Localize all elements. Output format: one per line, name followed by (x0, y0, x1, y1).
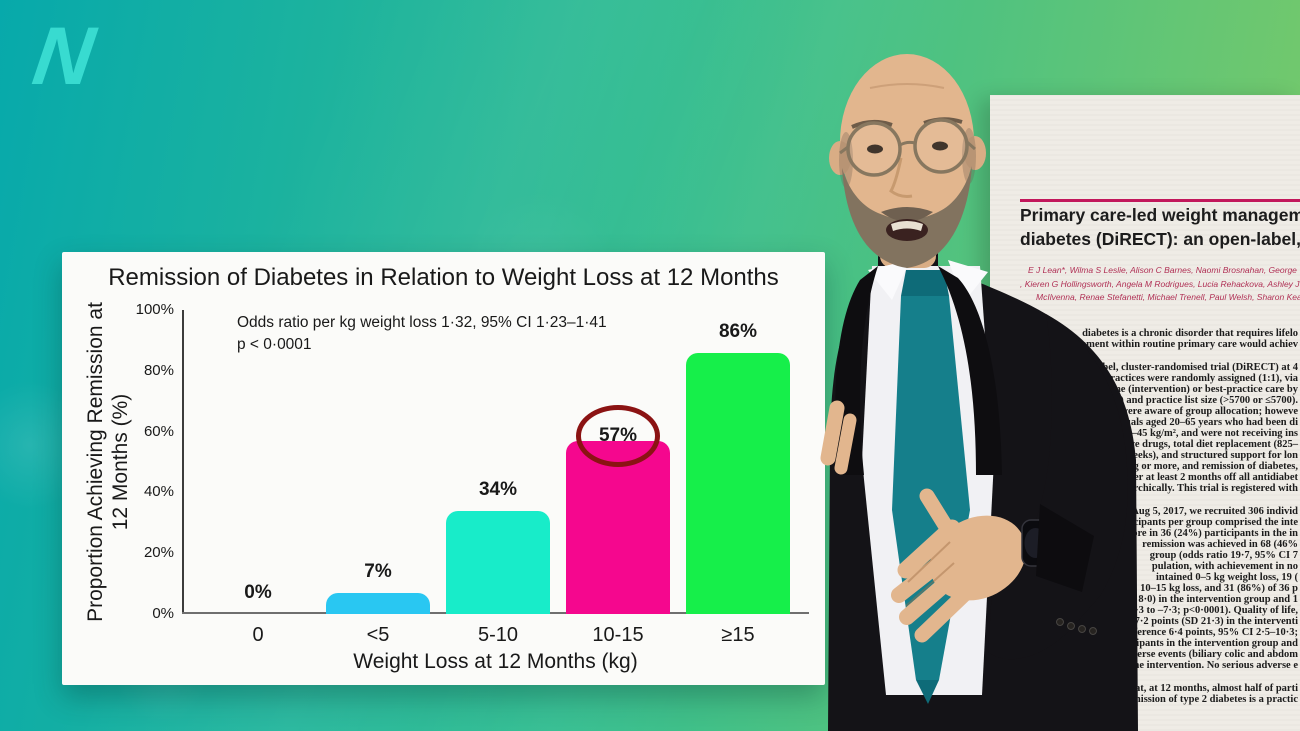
bar-value-label: 0% (244, 582, 272, 603)
highlight-ring: 57% (576, 405, 660, 467)
paper-body-line: 8·0) in the intervention group and 1 (1138, 594, 1298, 605)
paper-body-line: diabetes is a chronic disorder that requ… (1082, 328, 1298, 339)
right-hand-finger (834, 413, 857, 475)
collar-left (868, 260, 910, 300)
paper-body-line: ticipants per group comprised the inte (1127, 517, 1298, 528)
paper-body-line: en-label, cluster-randomised trial (DiRE… (1080, 362, 1298, 373)
paper-body-line: idiabetic drugs. Remission of type 2 dia… (1047, 694, 1298, 705)
left-hand-thumb (919, 488, 953, 533)
collar-right (948, 260, 988, 302)
paper-body-line: nd Aug 5, 2017, we recruited 306 individ (1117, 506, 1298, 517)
paper-body-line: ur findings show that, at 12 months, alm… (1048, 683, 1298, 694)
y-axis-line (182, 310, 184, 614)
teeth (891, 221, 923, 231)
ear-right (964, 136, 986, 170)
paper-body-line: (2–8 weeks), and structured support for … (1103, 450, 1298, 461)
paper-author-line: , Kieren G Hollingsworth, Angela M Rodri… (1020, 278, 1300, 289)
y-axis-title-line: 12 Months (%) (109, 393, 132, 531)
paper-body-line: intained 0–5 kg weight loss, 19 ( (1155, 572, 1298, 583)
eye-right (932, 141, 948, 151)
chart-annotation: Odds ratio per kg weight loss 1·32, 95% … (237, 312, 607, 356)
bar-value-label: 34% (478, 479, 518, 500)
paper-body-line: nd. Practices were randomly assigned (1:… (1087, 373, 1298, 384)
left-hand-finger (899, 564, 967, 625)
tie-tip (916, 680, 939, 704)
paper-author-line: McIlvenna, Renae Stefanetti, Michael Tre… (1036, 292, 1300, 302)
x-tick-label: 10-15 (592, 624, 644, 646)
bar-value-label: 86% (718, 321, 758, 342)
finger-crease (905, 562, 955, 607)
paper-body-line: of 15 kg or more, and remission of diabe… (1103, 461, 1298, 472)
paper-body-line: d hierarchically. This trial is register… (1101, 483, 1298, 494)
paper-body-line: ramme (intervention) or best-practice ca… (1093, 384, 1298, 395)
left-hand-finger (891, 543, 963, 603)
paper-body-line: ex of 27–45 kg/m², and were not receivin… (1097, 428, 1298, 439)
paper-body-line: 10–15 kg loss, and 31 (86%) of 36 p (1140, 583, 1298, 594)
paper-body-line: agement within routine primary care woul… (1070, 339, 1298, 350)
paper-body-line: l group (adjusted difference 6·4 points,… (1042, 627, 1298, 638)
hair-stubble-right (962, 128, 976, 184)
bar-<5 (326, 593, 430, 614)
annotation-line: Odds ratio per kg weight loss 1·32, 95% … (237, 314, 607, 331)
y-axis-title: Proportion Achieving Remission at 12 Mont… (83, 277, 133, 647)
x-tick-label: 0 (252, 624, 264, 646)
paper-body-line: pulation, with achievement in no (1151, 561, 1298, 572)
chart-title: Remission of Diabetes in Relation to Wei… (108, 264, 779, 291)
tie (892, 296, 970, 680)
annotation-line: p < 0·0001 (237, 336, 312, 353)
paper-body-line: even (4%) of 157 participants in the int… (1031, 638, 1298, 649)
bar-10-15 (566, 441, 670, 614)
finger-crease (907, 541, 951, 583)
paper-body-line: dividuals aged 20–65 years who had been … (1102, 417, 1298, 428)
paper-title-line: diabetes (DiRECT): an open-label, clust (1020, 229, 1300, 249)
right-hand-finger (820, 400, 845, 466)
paper-body-line: ta were aware of group allocation; howev… (1109, 406, 1298, 417)
paper-body-line: , improved by 7·2 points (SD 21·3) in th… (1070, 616, 1298, 627)
paper-rule-line (1020, 199, 1300, 202)
y-axis-title-line: Proportion Achieving Remission at (84, 302, 107, 622)
x-axis-title: Weight Loss at 12 Months (kg) (353, 650, 638, 673)
paper-body-line: rtensive drugs, total diet replacement (… (1103, 439, 1298, 450)
left-hand-finger (914, 584, 975, 643)
paper-body-line: s UK. (1062, 717, 1088, 728)
y-tick-label: 60% (143, 422, 174, 440)
bar-≥15 (686, 353, 790, 614)
bar-5-10 (446, 511, 550, 614)
paper-author-line: E J Lean*, Wilma S Leslie, Alison C Barn… (1028, 265, 1300, 275)
shirt (862, 266, 994, 695)
tie-knot (901, 270, 949, 296)
x-tick-label: ≥15 (721, 624, 755, 646)
chart-panel: Remission of Diabetes in Relation to Wei… (62, 252, 825, 685)
y-tick-label: 80% (143, 361, 174, 379)
paper-body-line: mol) after at least 2 months off all ant… (1098, 472, 1298, 483)
y-tick-label: 40% (143, 483, 174, 501)
paper-body-line: group. Two serious adverse events (bilia… (1033, 649, 1298, 660)
y-tick-label: 100% (135, 301, 174, 318)
mouth (886, 219, 928, 241)
paper-body-line: tland) and practice list size (>5700 or … (1096, 395, 1298, 406)
paper-title-line: Primary care-led weight management (1020, 205, 1300, 225)
bar-value-label: 7% (364, 561, 392, 582)
journal-paper: Primary care-led weight management diabe… (990, 95, 1300, 731)
left-hand-finger (897, 519, 961, 579)
paper-body-line: remission was achieved in 68 (46% (1142, 539, 1298, 550)
paper-body-line: group (odds ratio 19·7, 95% CI 7 (1149, 550, 1298, 561)
paper-body-line: potentially related to the intervention.… (1034, 660, 1298, 671)
brand-logo-n: N (27, 11, 96, 102)
paper-body-line: more in 36 (24%) participants in the in (1123, 528, 1298, 539)
paper-body-line: –10·3 to –7·3; p<0·0001). Quality of lif… (1119, 605, 1298, 616)
x-tick-label: <5 (366, 624, 390, 646)
y-tick-label: 0% (152, 605, 174, 622)
x-tick-label: 5-10 (477, 624, 519, 646)
y-tick-label: 20% (143, 544, 174, 562)
bar-value-label: 57% (598, 425, 638, 446)
